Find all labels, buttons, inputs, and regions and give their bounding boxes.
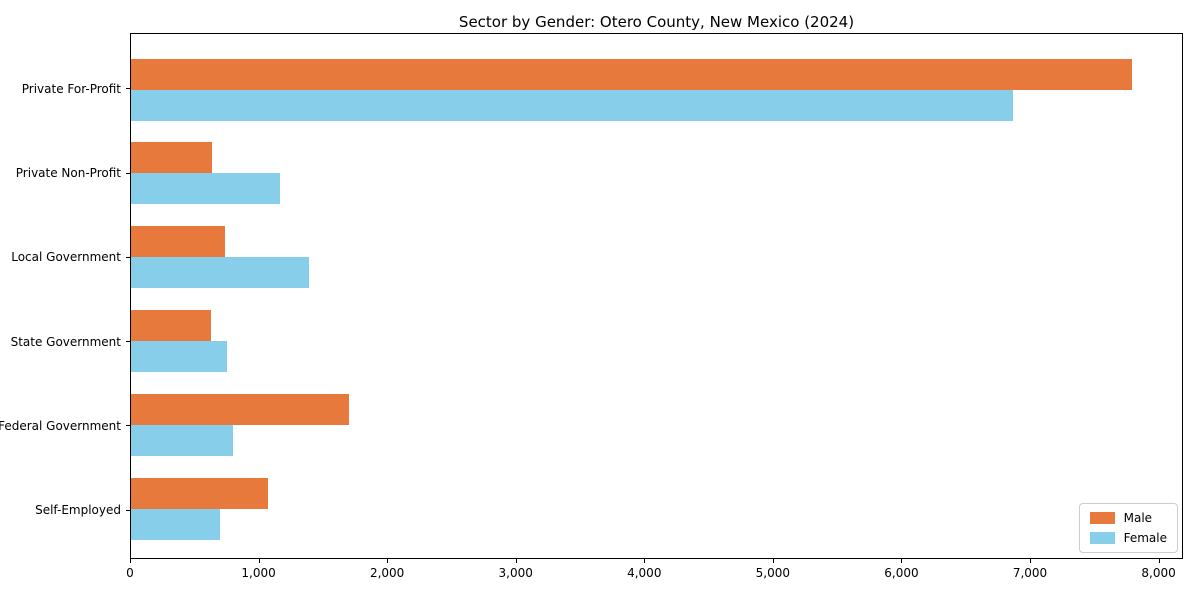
bar-male-self-employed <box>131 478 269 510</box>
bar-male-local-government <box>131 226 225 258</box>
x-tick-label-1000: 1,000 <box>241 566 276 580</box>
x-tick-label-2000: 2,000 <box>369 566 405 580</box>
y-tick-label-private-non-profit: Private Non-Profit <box>15 166 121 181</box>
y-tick-mark-private-for-profit <box>126 88 130 90</box>
x-tick-mark-6000 <box>901 559 903 563</box>
y-tick-mark-state-government <box>126 341 130 343</box>
y-tick-mark-private-non-profit <box>126 172 130 174</box>
legend-swatch-female <box>1089 532 1115 544</box>
y-tick-label-state-government: State Government <box>10 334 121 349</box>
bar-female-self-employed <box>131 509 221 541</box>
bar-male-private-for-profit <box>131 58 1132 90</box>
x-tick-mark-4000 <box>644 559 646 563</box>
x-tick-label-6000: 6,000 <box>884 566 919 580</box>
y-tick-label-private-for-profit: Private For-Profit <box>21 81 121 96</box>
x-tick-mark-8000 <box>1158 559 1160 563</box>
bar-male-federal-government <box>131 394 350 426</box>
bar-male-private-non-profit <box>131 142 212 174</box>
bar-female-local-government <box>131 257 310 289</box>
y-tick-mark-self-employed <box>126 509 130 511</box>
x-tick-mark-5000 <box>772 559 774 563</box>
x-tick-label-4000: 4,000 <box>627 566 662 580</box>
legend-swatch-male <box>1089 512 1115 524</box>
x-axis: 0 1,000 2,000 3,000 4,000 5,000 6,000 7,000 8,00… <box>126 559 1183 591</box>
bar-female-state-government <box>131 341 227 373</box>
chart-title: Sector by Gender: Otero County, New Mexi… <box>458 13 855 31</box>
bars-layer <box>131 34 1182 558</box>
legend: Male Female <box>1078 503 1178 553</box>
legend-label-male: Male <box>1123 511 1153 525</box>
x-tick-mark-0 <box>130 559 131 563</box>
bar-male-state-government <box>131 310 211 342</box>
x-tick-label-3000: 3,000 <box>498 566 533 580</box>
legend-label-female: Female <box>1123 531 1167 545</box>
legend-entry-male: Male <box>1089 511 1167 525</box>
x-tick-label-7000: 7,000 <box>1012 566 1048 580</box>
y-tick-mark-federal-government <box>126 425 130 427</box>
x-tick-mark-7000 <box>1030 559 1031 563</box>
y-tick-label-local-government: Local Government <box>11 250 121 265</box>
legend-entry-female: Female <box>1089 531 1167 545</box>
y-tick-mark-local-government <box>126 256 130 258</box>
x-tick-label-8000: 8,000 <box>1141 566 1176 580</box>
y-axis: Private For-Profit Private Non-Profit Loca… <box>0 33 130 559</box>
x-tick-label-0: 0 <box>126 566 134 580</box>
x-tick-mark-3000 <box>515 559 517 563</box>
bar-female-private-non-profit <box>131 173 280 205</box>
y-tick-label-federal-government: Federal Government <box>0 418 121 433</box>
x-tick-label-5000: 5,000 <box>755 566 791 580</box>
bar-female-private-for-profit <box>131 89 1013 121</box>
bar-female-federal-government <box>131 425 234 457</box>
x-tick-mark-1000 <box>258 559 260 563</box>
plot-area: Male Female <box>130 33 1183 559</box>
x-tick-mark-2000 <box>387 559 389 563</box>
y-tick-label-self-employed: Self-Employed <box>35 503 121 518</box>
